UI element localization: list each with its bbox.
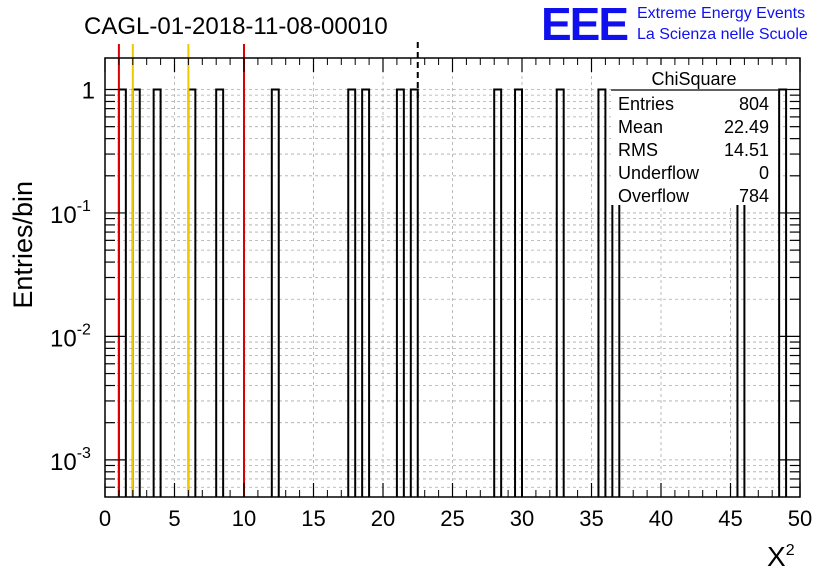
histogram-bin [361,88,371,497]
histogram-bin [597,88,607,497]
x-tick-label: 50 [788,506,812,531]
stats-row-value: 804 [739,94,769,114]
y-tick-label: 10-1 [50,198,91,229]
stats-row-label: Entries [618,94,674,114]
x-tick-label: 5 [168,506,180,531]
histogram-bin [187,88,197,497]
x-tick-label: 20 [371,506,395,531]
eee-logo-line2: La Scienza nelle Scuole [637,26,808,43]
histogram-bin [555,88,565,497]
y-tick-label: 1 [82,78,95,105]
stats-row-label: Mean [618,117,663,137]
x-tick-label: 15 [301,506,325,531]
x-tick-labels: 0 5 10 15 20 25 30 35 40 45 50 [99,506,812,531]
histogram-bin [514,88,523,497]
x-tick-label: 25 [440,506,464,531]
histogram-bin [395,88,405,497]
histogram-bin [270,88,280,497]
histogram-bin [131,88,141,497]
stats-row-label: Underflow [618,163,700,183]
stats-row-value: 14.51 [724,140,769,160]
eee-logo: EEE Extreme Energy Events La Scienza nel… [541,0,808,50]
y-axis-label: Entries/bin [8,181,38,309]
chart-title: CAGL-01-2018-11-08-00010 [84,13,388,40]
y-tick-label: 10-2 [50,321,91,352]
x-axis-label: X2 [767,541,795,572]
y-tick-labels: 10-3 10-2 10-1 1 [50,78,95,476]
stats-title: ChiSquare [651,69,736,89]
x-tick-label: 30 [510,506,534,531]
y-tick-label: 10-3 [50,445,91,476]
stats-box: ChiSquare Entries 804 Mean 22.49 RMS 14.51 Und… [611,65,778,206]
stats-row-label: Overflow [618,186,690,206]
axis-ticks [104,58,801,497]
histogram-bin [409,88,419,497]
stats-row-value: 22.49 [724,117,769,137]
reference-lines [117,42,419,497]
stats-row-label: RMS [618,140,658,160]
x-tick-label: 35 [579,506,603,531]
eee-logo-line1: Extreme Energy Events [637,5,805,22]
x-tick-label: 45 [718,506,742,531]
histogram-bin [778,88,788,497]
histogram-bin [117,88,127,497]
stats-row-value: 784 [739,186,769,206]
eee-logo-mark: EEE [541,0,627,50]
histogram-bin [215,88,225,497]
histogram-bin [152,88,162,497]
x-tick-label: 10 [232,506,256,531]
histogram-bin [493,88,503,497]
x-tick-label: 0 [99,506,111,531]
stats-row-value: 0 [759,163,769,183]
histogram-bin [347,88,357,497]
x-tick-label: 40 [649,506,673,531]
